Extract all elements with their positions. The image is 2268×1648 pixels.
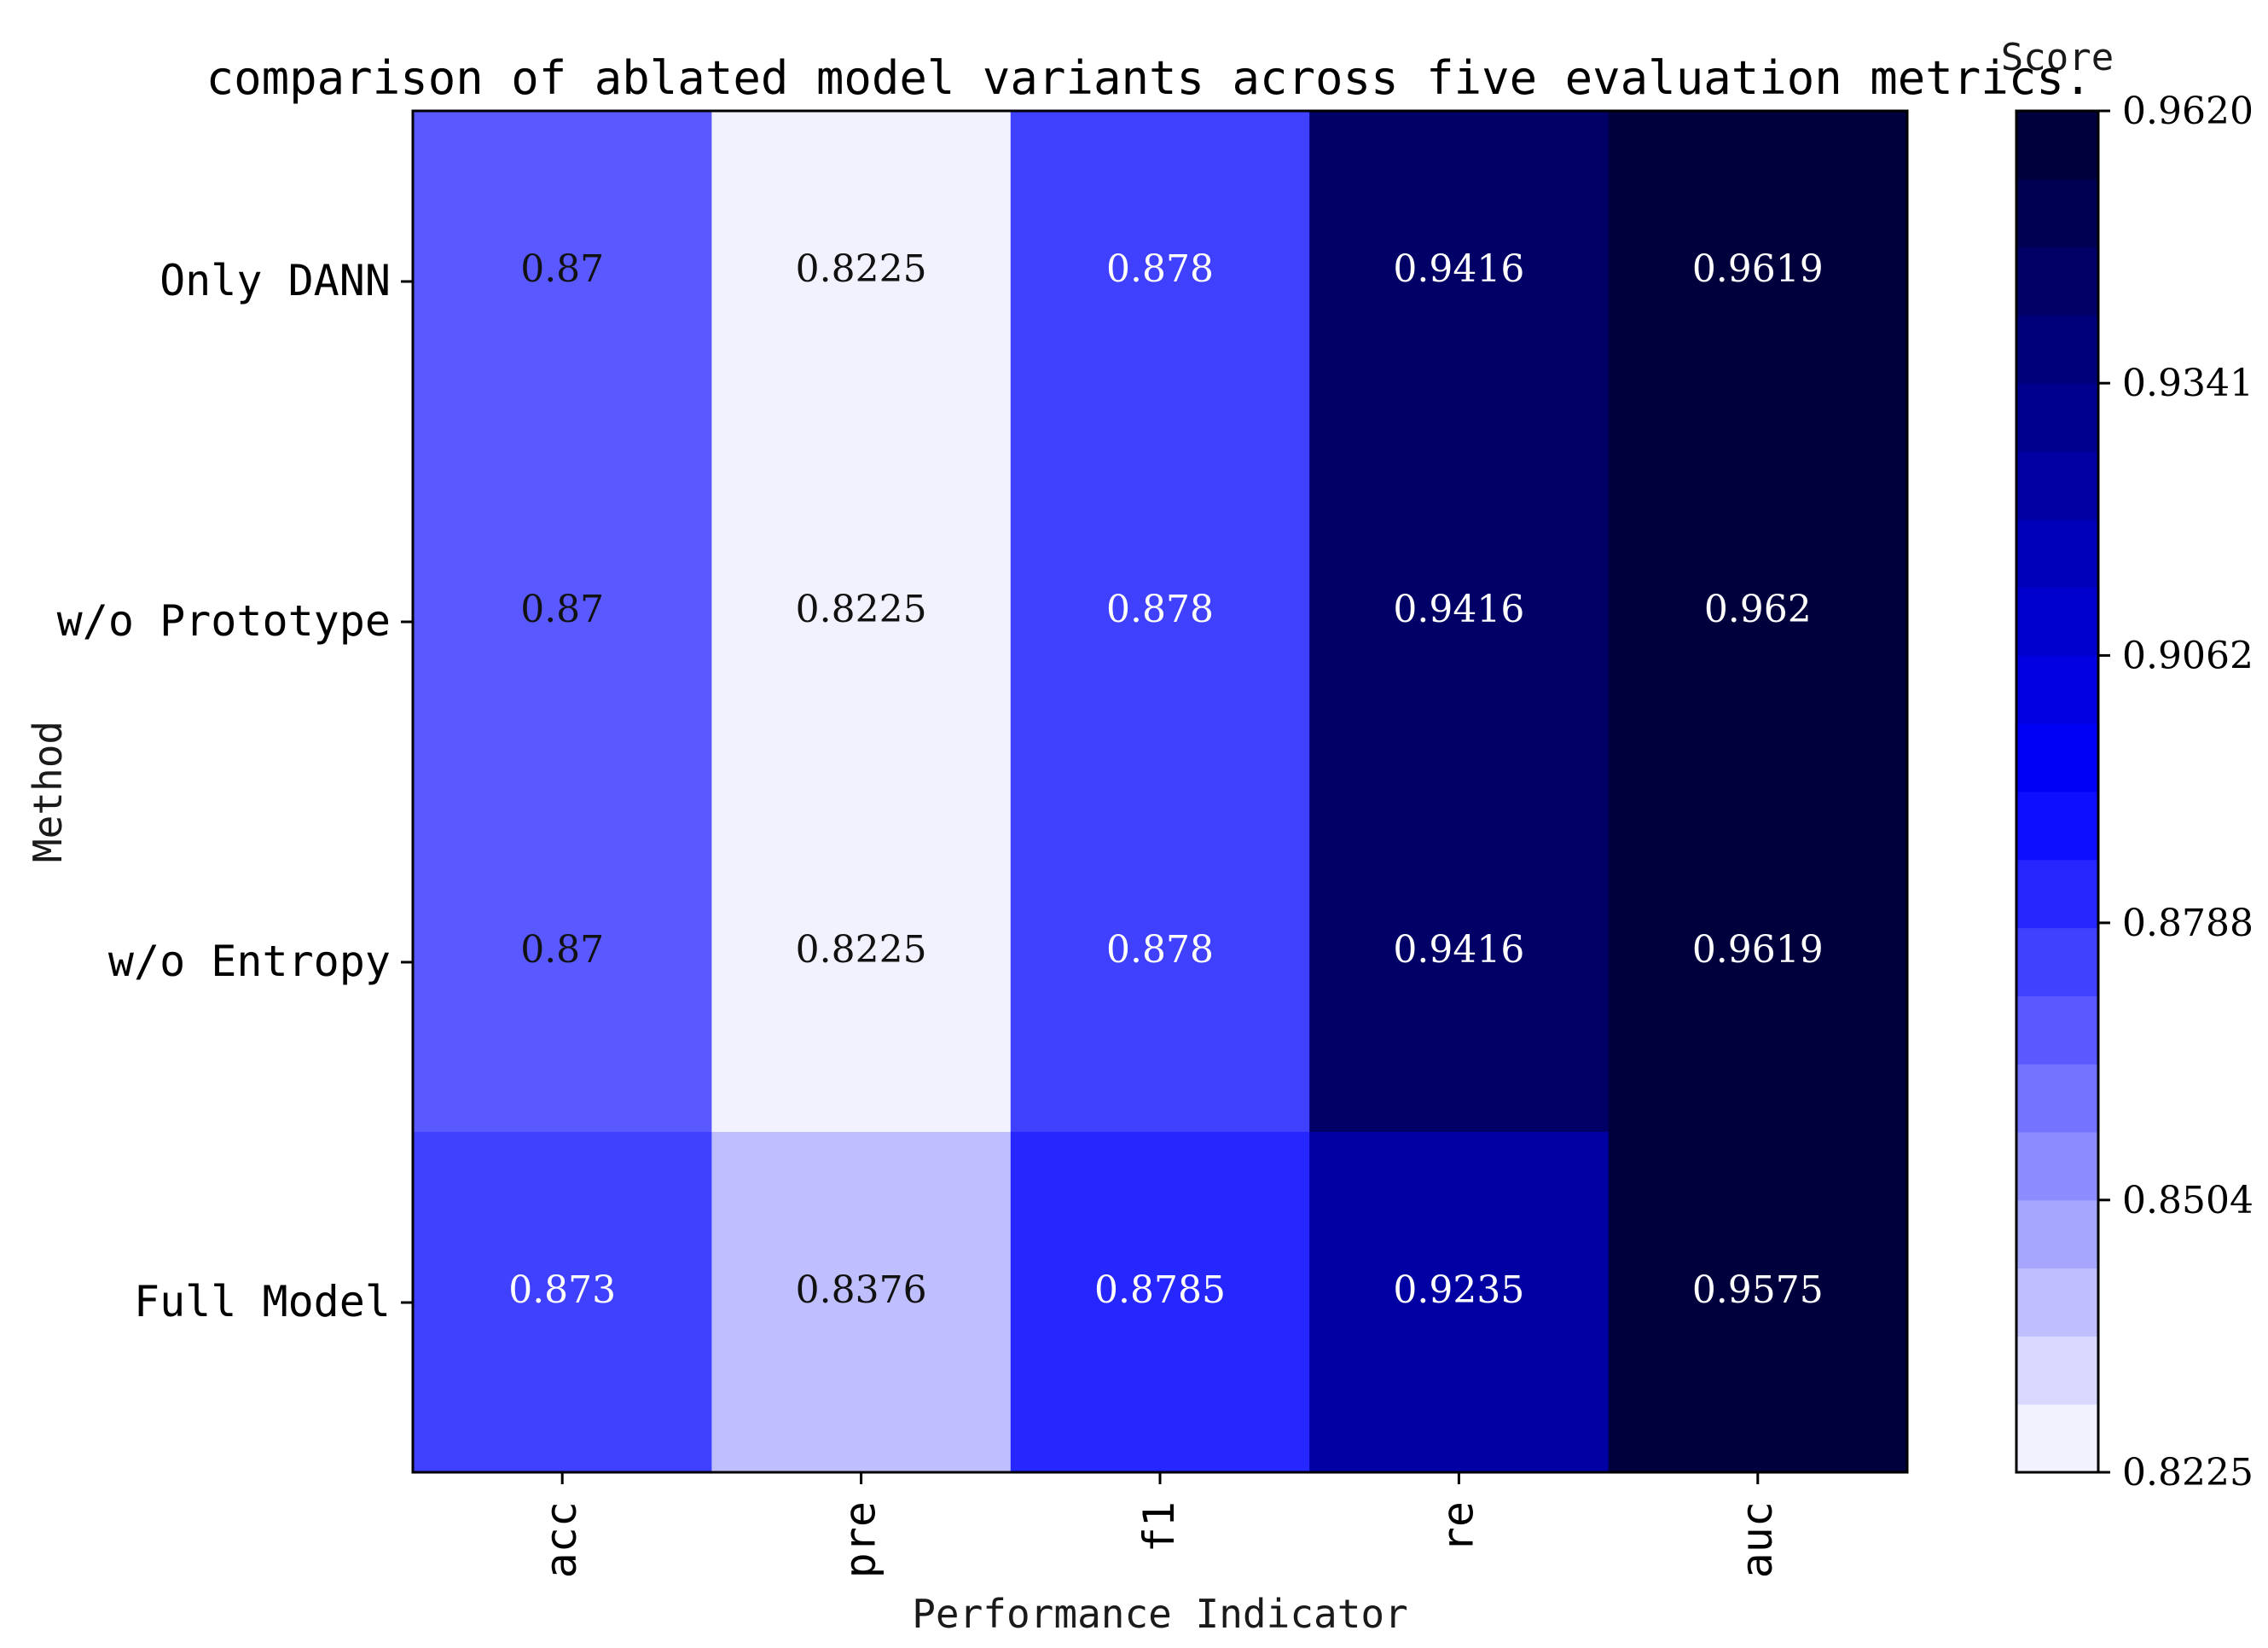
heatmap-cell bbox=[413, 111, 712, 452]
heatmap-cell bbox=[711, 792, 1012, 1133]
cell-value-label: 0.9619 bbox=[1692, 928, 1824, 972]
cell-value-label: 0.878 bbox=[1106, 247, 1214, 291]
colorbar-segment bbox=[2016, 1132, 2098, 1201]
colorbar-segment bbox=[2016, 792, 2098, 861]
cell-value-label: 0.87 bbox=[520, 928, 604, 972]
colorbar-segment bbox=[2016, 655, 2098, 724]
heatmap-cell bbox=[413, 451, 712, 792]
colorbar-segment bbox=[2016, 451, 2098, 520]
heatmap-cell bbox=[1010, 451, 1310, 792]
colorbar-segment bbox=[2016, 995, 2098, 1065]
cell-value-label: 0.9619 bbox=[1692, 247, 1824, 291]
colorbar-segment bbox=[2016, 1404, 2098, 1473]
colorbar-segment bbox=[2016, 1336, 2098, 1405]
y-axis-label: Method bbox=[25, 721, 71, 862]
colorbar-title: Score bbox=[2001, 36, 2114, 79]
heatmap-cell bbox=[1309, 111, 1610, 452]
cell-value-label: 0.87 bbox=[520, 588, 604, 631]
heatmap-cell bbox=[711, 1132, 1012, 1473]
cell-value-label: 0.8376 bbox=[796, 1268, 927, 1312]
heatmap-cell bbox=[711, 111, 1012, 452]
colorbar-segment bbox=[2016, 1199, 2098, 1269]
x-tick-label: f1 bbox=[1134, 1501, 1184, 1552]
y-axis-ticks: Only DANN w/o Prototype w/o Entropy Full Mo… bbox=[57, 256, 413, 1326]
colorbar-tick-label: 0.9341 bbox=[2122, 362, 2253, 405]
colorbar-segment bbox=[2016, 111, 2098, 180]
x-tick-label: re bbox=[1433, 1501, 1482, 1552]
heatmap-cell bbox=[1010, 792, 1310, 1133]
colorbar-segment bbox=[2016, 315, 2098, 384]
y-tick-label: w/o Entropy bbox=[108, 937, 391, 986]
cell-value-label: 0.878 bbox=[1106, 588, 1214, 631]
x-axis-ticks: acc pre f1 re auc bbox=[537, 1472, 1782, 1578]
heatmap-cell bbox=[1309, 792, 1610, 1133]
colorbar-segment bbox=[2016, 587, 2098, 656]
colorbar-segment bbox=[2016, 247, 2098, 316]
cell-value-label: 0.9575 bbox=[1692, 1268, 1824, 1312]
heatmap-cell bbox=[413, 792, 712, 1133]
cell-value-label: 0.962 bbox=[1704, 588, 1812, 631]
heatmap-cell bbox=[1010, 1132, 1310, 1473]
y-tick-label: w/o Prototype bbox=[57, 596, 391, 646]
colorbar: 0.9620 0.9341 0.9062 0.8788 0.8504 0.8225 bbox=[2015, 90, 2253, 1494]
colorbar-segment bbox=[2016, 723, 2098, 792]
x-axis-label: Performance Indicator bbox=[912, 1591, 1408, 1637]
colorbar-segment bbox=[2016, 859, 2098, 929]
y-tick-label: Only DANN bbox=[160, 256, 391, 305]
cell-value-label: 0.9416 bbox=[1393, 928, 1524, 972]
heatmap-cell bbox=[1010, 111, 1310, 452]
y-tick-label: Full Model bbox=[134, 1277, 391, 1326]
heatmap-cell bbox=[413, 1132, 712, 1473]
cell-value-label: 0.8225 bbox=[796, 588, 927, 631]
colorbar-segment bbox=[2016, 1064, 2098, 1133]
colorbar-segment bbox=[2016, 178, 2098, 248]
cell-value-label: 0.9235 bbox=[1393, 1268, 1524, 1312]
heatmap-cells bbox=[413, 111, 1908, 1473]
heatmap-cell-labels: 0.87 0.8225 0.878 0.9416 0.9619 0.87 0.8225 0.8… bbox=[508, 247, 1824, 1312]
colorbar-segment bbox=[2016, 927, 2098, 996]
colorbar-frame bbox=[2015, 109, 2100, 1474]
cell-value-label: 0.8225 bbox=[796, 928, 927, 972]
cell-value-label: 0.9416 bbox=[1393, 247, 1524, 291]
cell-value-label: 0.8785 bbox=[1094, 1268, 1226, 1312]
heatmap-cell bbox=[1309, 1132, 1610, 1473]
cell-value-label: 0.878 bbox=[1106, 928, 1214, 972]
colorbar-tick-label: 0.9062 bbox=[2122, 634, 2253, 677]
colorbar-segment bbox=[2016, 519, 2098, 589]
heatmap-cell bbox=[1309, 451, 1610, 792]
x-tick-label: acc bbox=[537, 1501, 586, 1578]
heatmap-cell bbox=[1608, 451, 1908, 792]
cell-value-label: 0.87 bbox=[520, 247, 604, 291]
heatmap-cell bbox=[711, 451, 1012, 792]
heatmap-cell bbox=[1608, 1132, 1908, 1473]
colorbar-tick-label: 0.8504 bbox=[2122, 1179, 2253, 1222]
chart-title: comparison of ablated model variants acr… bbox=[206, 51, 2092, 105]
colorbar-tick-label: 0.8788 bbox=[2122, 902, 2253, 945]
colorbar-segment bbox=[2016, 383, 2098, 452]
colorbar-segment bbox=[2016, 1268, 2098, 1337]
x-tick-label: pre bbox=[836, 1501, 885, 1578]
x-tick-label: auc bbox=[1732, 1501, 1782, 1578]
colorbar-tick-label: 0.8225 bbox=[2122, 1451, 2253, 1494]
cell-value-label: 0.9416 bbox=[1393, 588, 1524, 631]
colorbar-tick-label: 0.9620 bbox=[2122, 90, 2253, 133]
cell-value-label: 0.8225 bbox=[796, 247, 927, 291]
cell-value-label: 0.873 bbox=[508, 1268, 616, 1312]
heatmap-cell bbox=[1608, 111, 1908, 452]
heatmap-cell bbox=[1608, 792, 1908, 1133]
